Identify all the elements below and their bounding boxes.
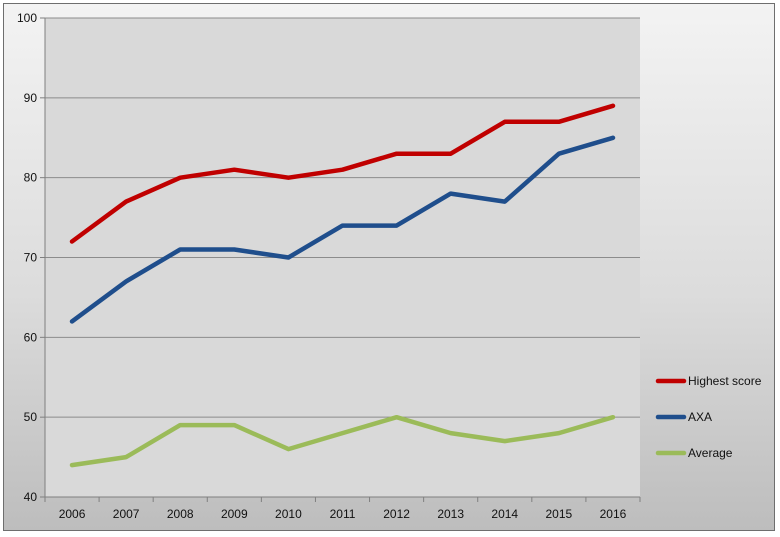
x-tick-label: 2011 (330, 507, 356, 521)
x-tick-label: 2010 (275, 507, 302, 521)
y-tick-label: 100 (17, 11, 37, 25)
series-lines (69, 103, 616, 468)
y-tick-label: 50 (24, 410, 38, 424)
x-tick-label: 2014 (491, 507, 518, 521)
series-line-average (69, 414, 616, 468)
x-tick-label: 2009 (221, 507, 248, 521)
x-axis: 2006 2007 2008 2009 2010 2011 2012 2013 2014 2015… (44, 497, 641, 521)
x-tick-label: 2016 (600, 507, 627, 521)
x-tick-label: 2006 (59, 507, 86, 521)
y-tick-label: 40 (24, 490, 38, 504)
x-tick-label: 2013 (437, 507, 464, 521)
x-tick-label: 2007 (113, 507, 140, 521)
y-axis: 40 50 60 70 80 90 100 (17, 11, 46, 504)
y-tick-label: 80 (24, 171, 38, 185)
x-tick-label: 2008 (167, 507, 194, 521)
gridlines (45, 17, 640, 498)
x-tick-label: 2015 (546, 507, 573, 521)
y-tick-label: 90 (24, 91, 38, 105)
series-line-axa (69, 135, 616, 324)
legend-label-axa: AXA (688, 410, 712, 424)
series-line-highest-score (69, 103, 616, 244)
y-tick-label: 60 (24, 330, 38, 344)
legend: Highest score AXA Average (655, 374, 762, 460)
x-tick-label: 2012 (383, 507, 410, 521)
y-tick-label: 70 (24, 251, 38, 265)
legend-label-average: Average (688, 446, 733, 460)
legend-label-highest-score: Highest score (688, 374, 762, 388)
